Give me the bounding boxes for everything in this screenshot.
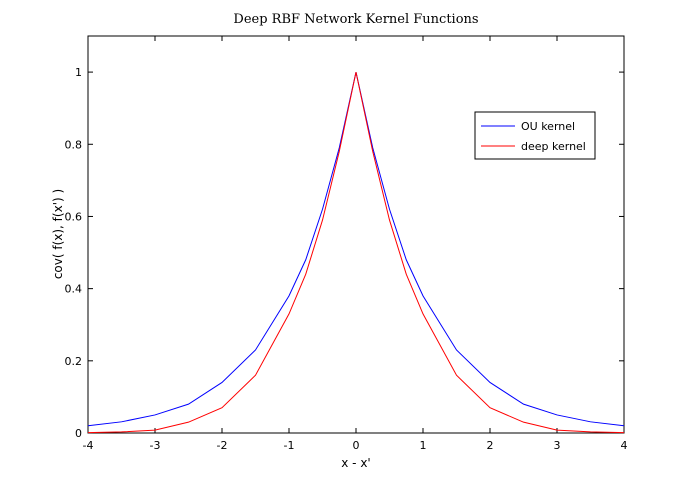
y-tick-label: 0.6	[65, 210, 83, 223]
series-line-deep-kernel	[87, 71, 625, 434]
legend-label-ou-kernel: OU kernel	[521, 120, 575, 133]
legend-label-deep-kernel: deep kernel	[521, 140, 586, 153]
y-axis-label: cov( f(x), f(x') )	[51, 189, 65, 279]
y-tick-label: 0.2	[65, 355, 83, 368]
y-tick-label: 0.8	[65, 138, 83, 151]
x-tick-label: 1	[420, 439, 427, 452]
ticks: -4 -3 -2 -1 0 1 2 3 4 0 0.2 0.4 0.6 0.8 1	[65, 36, 628, 452]
chart-title: Deep RBF Network Kernel Functions	[233, 12, 478, 27]
x-tick-label: -4	[83, 439, 94, 452]
y-tick-label: 1	[75, 66, 82, 79]
x-tick-label: -1	[284, 439, 295, 452]
legend-box	[474, 111, 596, 160]
x-tick-label: 0	[353, 439, 360, 452]
x-axis-label: x - x'	[341, 456, 370, 470]
y-tick-label: 0	[75, 427, 82, 440]
x-tick-label: -2	[217, 439, 228, 452]
series-layer	[87, 71, 625, 434]
x-tick-label: 4	[621, 439, 628, 452]
plot-area	[87, 35, 625, 434]
x-tick-label: 2	[487, 439, 494, 452]
legend: OU kernel deep kernel	[474, 111, 596, 160]
x-tick-label: -3	[150, 439, 161, 452]
y-tick-label: 0.4	[65, 283, 83, 296]
x-tick-label: 3	[554, 439, 561, 452]
